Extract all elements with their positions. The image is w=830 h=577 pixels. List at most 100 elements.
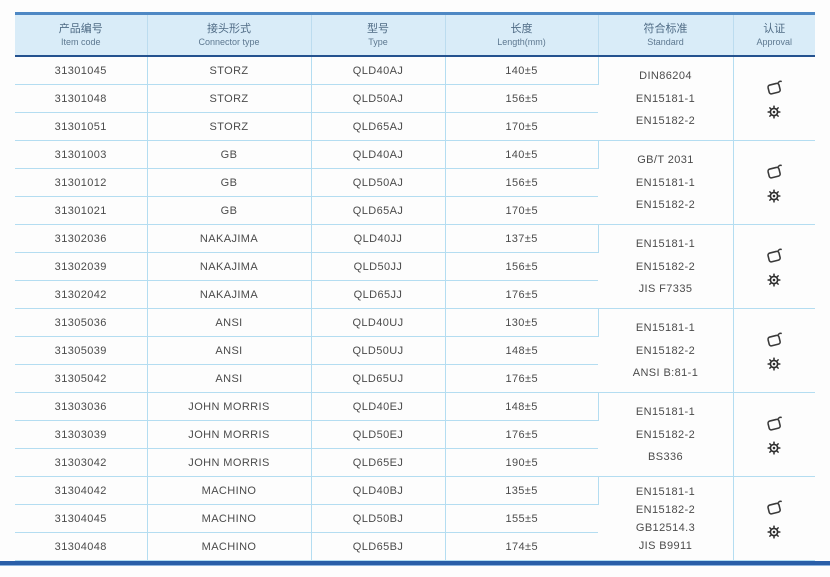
standard-line: EN15182-2 xyxy=(635,199,696,211)
type-cell: QLD40AJ xyxy=(311,56,446,85)
type-cell: QLD65UJ xyxy=(311,364,446,393)
length-cell: 130±5 xyxy=(445,308,599,337)
standard-line: JIS B9911 xyxy=(638,539,693,552)
standard-line: GB12514.3 xyxy=(635,521,696,534)
type-cell: QLD50EJ xyxy=(311,420,446,449)
item-code-cell: 31304042 xyxy=(15,476,148,505)
connector-type-cell: JOHN MORRIS xyxy=(147,392,312,421)
connector-type-cell: JOHN MORRIS xyxy=(147,448,312,477)
header-connector-type-en: Connector type xyxy=(198,37,260,47)
type-cell: QLD50AJ xyxy=(311,168,446,197)
header-item-code-en: Item code xyxy=(60,37,101,47)
length-cell: 176±5 xyxy=(445,364,598,393)
length-cell: 156±5 xyxy=(445,84,598,113)
approval-cell xyxy=(733,308,816,393)
connector-type-cell: STORZ xyxy=(147,84,312,113)
length-cell: 156±5 xyxy=(445,168,598,197)
connector-type-cell: GB xyxy=(147,196,312,225)
item-code-cell: 31303036 xyxy=(15,392,148,421)
header-type-zh: 型号 xyxy=(367,23,389,35)
header-type-en: Type xyxy=(368,37,388,47)
table-row: 31301003 GB QLD40AJ 140±5 GB/T 2031 EN15181-1… xyxy=(15,140,815,225)
type-cell: QLD65AJ xyxy=(311,196,446,225)
gear-icon xyxy=(767,440,781,455)
item-code-cell: 31302039 xyxy=(15,252,148,281)
type-cell: QLD40BJ xyxy=(311,476,446,505)
connector-type-cell: NAKAJIMA xyxy=(147,280,312,309)
item-code-cell: 31305039 xyxy=(15,336,148,365)
type-cell: QLD50BJ xyxy=(311,504,446,533)
item-code-cell: 31301045 xyxy=(15,56,148,85)
table-row: 31303042 JOHN MORRIS QLD65EJ 190±5 xyxy=(15,448,815,477)
approval-cell xyxy=(733,224,815,309)
type-cell: QLD65EJ xyxy=(311,448,446,477)
type-cell: QLD50JJ xyxy=(311,252,446,281)
approval-icons xyxy=(734,57,816,140)
approval-cell xyxy=(733,56,815,141)
standard-line: EN15181-1 xyxy=(635,92,696,105)
header-connector-type: 接头形式 Connector type xyxy=(147,12,312,57)
header-length-zh: 长度 xyxy=(510,23,533,35)
item-code-cell: 31301048 xyxy=(15,84,148,113)
header-item-code-zh: 产品编号 xyxy=(58,23,103,35)
item-code-cell: 31305036 xyxy=(15,308,148,337)
gear-icon xyxy=(767,356,781,371)
item-code-cell: 31303042 xyxy=(15,448,148,477)
approval-cell xyxy=(733,476,815,561)
product-table: 产品编号 Item code 接头形式 Connector type 型号 Ty… xyxy=(15,12,815,561)
gear-icon xyxy=(767,104,781,119)
type-cell: QLD40UJ xyxy=(311,308,446,337)
connector-type-cell: STORZ xyxy=(147,112,312,141)
table-row: 31305042 ANSI QLD65UJ 176±5 xyxy=(15,364,815,393)
length-cell: 170±5 xyxy=(445,196,598,225)
item-code-cell: 31305042 xyxy=(15,364,148,393)
item-code-cell: 31304048 xyxy=(15,532,148,561)
standard-line: JIS F7335 xyxy=(638,283,693,295)
header-item-code: 产品编号 Item code xyxy=(15,12,148,57)
standard-line: EN15182-2 xyxy=(635,344,696,357)
table-row: 31302036 NAKAJIMA QLD40JJ 137±5 EN15181-1 EN1… xyxy=(15,224,815,309)
connector-type-cell: GB xyxy=(147,140,312,169)
connector-type-cell: ANSI xyxy=(147,336,312,365)
standard-cell: DIN86204 EN15181-1 EN15182-2 xyxy=(598,56,734,141)
product-table-container: 产品编号 Item code 接头形式 Connector type 型号 Ty… xyxy=(15,12,815,561)
approval-icons xyxy=(734,309,816,392)
standard-line: EN15181-1 xyxy=(635,485,696,498)
table-row: 31303036 JOHN MORRIS QLD40EJ 148±5 EN15181-1… xyxy=(15,392,815,477)
length-cell: 155±5 xyxy=(445,504,598,533)
table-row: 31304045 MACHINO QLD50BJ 155±5 xyxy=(15,504,815,533)
standard-line: EN15181-1 xyxy=(635,176,696,189)
length-cell: 140±5 xyxy=(445,56,599,85)
type-cell: QLD50UJ xyxy=(311,336,446,365)
connector-type-cell: NAKAJIMA xyxy=(147,252,312,281)
length-cell: 176±5 xyxy=(445,420,598,449)
type-cell: QLD65JJ xyxy=(311,280,446,309)
type-cell: QLD50AJ xyxy=(311,84,446,113)
standard-line: EN15181-1 xyxy=(635,322,696,334)
header-length: 长度 Length(mm) xyxy=(445,12,599,57)
standard-cell: EN15181-1 EN15182-2 GB12514.3 JIS B9911 xyxy=(598,476,734,561)
certificate-stamp-icon xyxy=(767,80,783,95)
standard-line: DIN86204 xyxy=(639,70,692,82)
table-row: 31305036 ANSI QLD40UJ 130±5 EN15181-1 EN15182… xyxy=(15,308,815,393)
standard-line: EN15181-1 xyxy=(635,406,696,418)
standard-line: EN15182-2 xyxy=(635,115,696,127)
item-code-cell: 31304045 xyxy=(15,504,148,533)
header-standard: 符合标准 Standard xyxy=(598,12,734,57)
connector-type-cell: ANSI xyxy=(147,364,312,393)
connector-type-cell: JOHN MORRIS xyxy=(147,420,312,449)
header-connector-type-zh: 接头形式 xyxy=(207,23,251,35)
item-code-cell: 31301021 xyxy=(15,196,148,225)
connector-type-cell: MACHINO xyxy=(147,476,312,505)
table-row: 31304048 MACHINO QLD65BJ 174±5 xyxy=(15,532,815,561)
length-cell: 140±5 xyxy=(445,140,599,169)
gear-icon xyxy=(767,188,781,203)
item-code-cell: 31302042 xyxy=(15,280,148,309)
approval-cell xyxy=(733,140,815,225)
table-row: 31301045 STORZ QLD40AJ 140±5 DIN86204 EN15181… xyxy=(15,56,815,141)
table-bottom-rule xyxy=(0,561,830,566)
length-cell: 135±5 xyxy=(445,476,599,505)
table-row: 31305039 ANSI QLD50UJ 148±5 xyxy=(15,336,815,365)
length-cell: 148±5 xyxy=(445,336,598,365)
certificate-stamp-icon xyxy=(767,500,783,515)
